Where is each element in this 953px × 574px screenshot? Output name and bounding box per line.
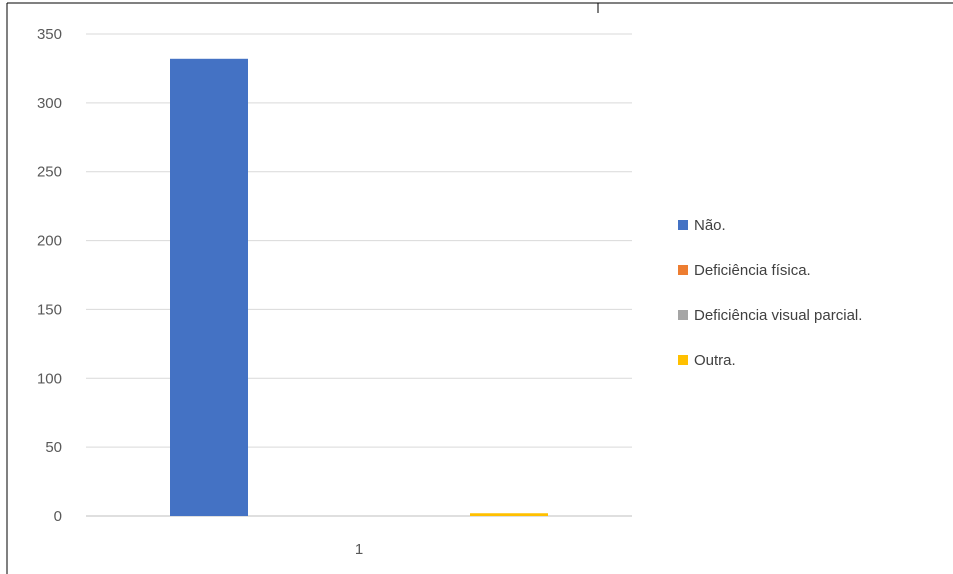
legend-swatch-2 <box>678 265 688 275</box>
legend-label-1: Não. <box>694 217 726 234</box>
y-tick-label: 300 <box>37 95 62 112</box>
y-tick-label: 0 <box>54 508 62 525</box>
legend-label-2: Deficiência física. <box>694 262 811 279</box>
x-tick-label: 1 <box>355 541 363 558</box>
legend-swatch-1 <box>678 220 688 230</box>
legend: Não. Deficiência física. Deficiência visua… <box>678 217 862 369</box>
y-tick-label: 350 <box>37 26 62 43</box>
bar-1 <box>170 58 248 516</box>
bars <box>170 58 548 516</box>
legend-swatch-3 <box>678 310 688 320</box>
y-tick-label: 100 <box>37 370 62 387</box>
y-tick-label: 150 <box>37 301 62 318</box>
bar-4 <box>470 513 548 516</box>
legend-label-3: Deficiência visual parcial. <box>694 307 862 324</box>
legend-label-4: Outra. <box>694 352 736 369</box>
x-axis-ticks: 1 <box>355 541 363 558</box>
y-tick-label: 250 <box>37 164 62 181</box>
legend-swatch-4 <box>678 355 688 365</box>
y-tick-label: 200 <box>37 233 62 250</box>
gridlines <box>86 33 632 517</box>
y-axis-ticks: 0 50 100 150 200 250 300 350 <box>37 26 62 525</box>
y-tick-label: 50 <box>45 439 62 456</box>
